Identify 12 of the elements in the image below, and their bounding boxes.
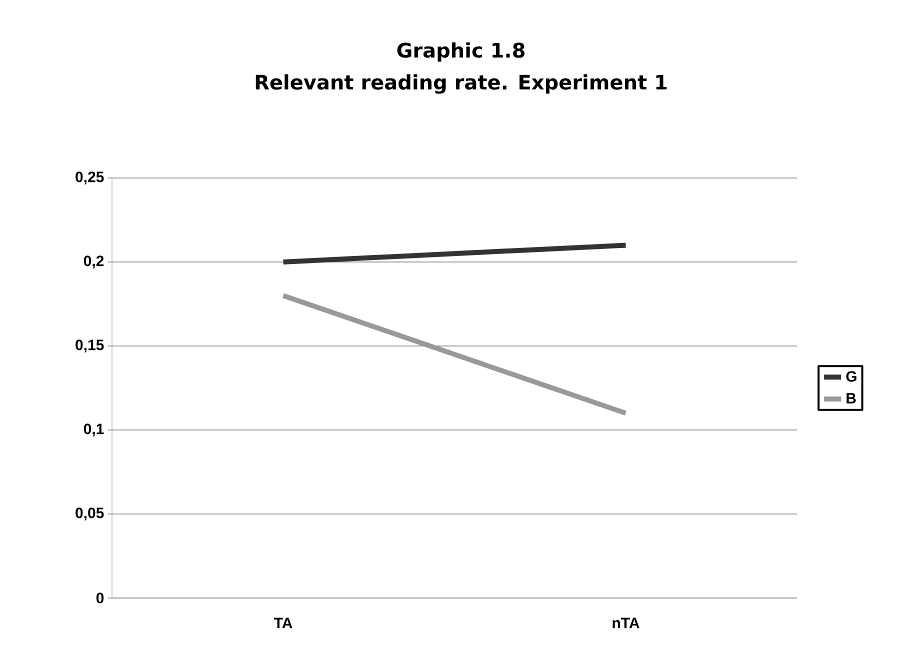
legend-label: B <box>846 393 856 404</box>
y-tick-label: 0 <box>96 592 104 604</box>
y-tick-label: 0,2 <box>84 256 104 268</box>
y-tick-label: 0,05 <box>76 508 104 520</box>
x-tick-label: TA <box>274 618 292 628</box>
legend-label: G <box>846 371 856 382</box>
chart-title: Graphic 1.8 <box>397 42 524 62</box>
chart-subtitle: Relevant reading rate. Experiment 1 <box>256 74 667 94</box>
y-tick-label: 0,25 <box>76 172 104 184</box>
x-tick-label: nTA <box>612 618 640 628</box>
y-tick-label: 0,1 <box>84 424 104 436</box>
y-tick-label: 0,15 <box>76 340 104 352</box>
